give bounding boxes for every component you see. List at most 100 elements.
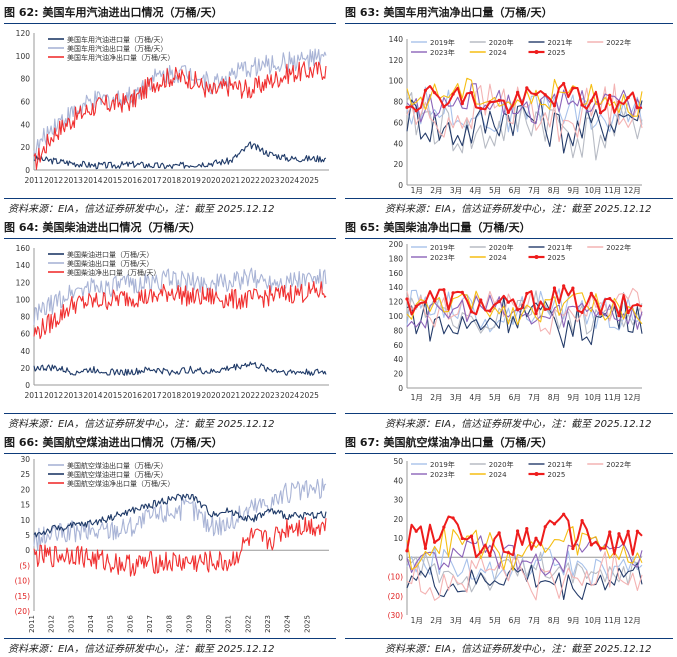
x-tick-label: 1月 <box>411 393 423 402</box>
title-rule <box>345 453 673 454</box>
y-tick-label: (10) <box>15 577 30 586</box>
chart-67: (30) (20) (10) 0 10 20 30 40 50 1月 2月 3月 4月 5月 6月 7月 8月 9… <box>388 457 643 625</box>
series-point <box>635 303 639 307</box>
series-point <box>442 525 446 529</box>
legend-marker <box>534 472 539 476</box>
legend-label: 2019年 <box>430 243 455 252</box>
x-tick-label: 7月 <box>528 616 540 625</box>
x-tick-label: 2011 <box>24 176 43 185</box>
y-tick-label: 0 <box>398 181 403 190</box>
series-point <box>571 286 575 290</box>
x-tick-label: 2017 <box>142 391 161 400</box>
x-tick-label: 2021 <box>221 176 240 185</box>
legend-label: 2025 <box>548 471 566 479</box>
y-tick-label: 140 <box>16 261 31 270</box>
x-tick-label: 4月 <box>469 616 481 625</box>
y-tick-label: (5) <box>19 561 30 570</box>
x-tick-label: 9月 <box>567 393 579 402</box>
series-point <box>479 298 483 302</box>
y-tick-label: 100 <box>16 52 31 61</box>
figure-number: 图 62: <box>4 6 39 19</box>
x-tick-label: 12月 <box>624 186 641 195</box>
title-rule <box>345 238 673 239</box>
figure-title: 美国柴油净出口量（万桶/天） <box>383 221 531 234</box>
y-tick-label: 20 <box>20 364 30 373</box>
chart-65: 0 20 40 60 80 100 120 140 160 180 200 1月 2月 3月 4月 5月 6月 7… <box>389 240 643 402</box>
legend-label: 2023年 <box>430 470 455 479</box>
series-point <box>460 290 464 295</box>
panel-63: 图 63: 美国车用汽油净出口量（万桶/天） 0 20 40 60 80 100 120 140… <box>345 4 673 215</box>
legend-marker <box>534 255 539 259</box>
series-point <box>469 91 474 95</box>
legend-label: 2021年 <box>548 460 573 469</box>
x-tick-label: 4月 <box>469 186 481 195</box>
legend-marker <box>534 50 539 54</box>
source-note: 资料来源：EIA，信达证券研发中心，注：截至 2025.12.12 <box>385 644 652 655</box>
legend-label: 2019年 <box>430 460 455 469</box>
legend-label: 2024 <box>489 471 507 479</box>
y-tick-label: 30 <box>20 455 30 464</box>
y-tick-label: (15) <box>15 592 30 601</box>
series-point <box>608 93 612 97</box>
series-point <box>626 529 630 533</box>
x-tick-label: 5月 <box>489 393 501 402</box>
x-tick-label: 2月 <box>430 616 442 625</box>
series-point <box>571 546 575 551</box>
legend-label: 2020年 <box>489 243 514 252</box>
series-point <box>589 291 593 295</box>
x-tick-label: 2018 <box>162 391 181 400</box>
figure-title: 美国航空煤油净出口量（万桶/天） <box>383 436 553 449</box>
legend-label: 美国柴油出口量（万桶/天） <box>67 259 153 268</box>
figure-number: 图 64: <box>4 221 39 234</box>
x-tick-label: 2023 <box>264 615 272 633</box>
x-tick-label: 2022 <box>241 391 260 400</box>
series-point <box>469 534 474 538</box>
series-point <box>598 546 603 550</box>
x-tick-label: 1月 <box>411 186 423 195</box>
y-tick-label: 200 <box>389 240 404 249</box>
x-tick-label: 2012 <box>44 391 63 400</box>
series-point <box>626 310 630 315</box>
series-point <box>534 536 538 540</box>
x-tick-label: 2016 <box>126 614 134 632</box>
y-tick-label: 180 <box>389 254 404 263</box>
series-point <box>562 81 566 86</box>
series-point <box>433 540 437 544</box>
legend-label: 美国航空煤油净出口量（万桶/天） <box>67 479 174 488</box>
x-tick-label: 2015 <box>103 176 122 185</box>
series-point <box>405 297 409 301</box>
series-point <box>635 106 639 110</box>
source-note: 资料来源：EIA，信达证券研发中心，注：截至 2025.12.12 <box>8 419 275 430</box>
legend-label: 2023年 <box>430 48 455 57</box>
x-tick-label: 3月 <box>450 393 462 402</box>
legend-label: 2020年 <box>489 460 514 469</box>
legend-label: 美国车用汽油净出口量（万桶/天） <box>67 53 174 62</box>
y-tick-label: 80 <box>393 326 403 335</box>
series-point <box>580 103 584 107</box>
y-tick-label: 80 <box>20 75 30 84</box>
x-tick-label: 2021 <box>221 391 240 400</box>
x-tick-label: 2018 <box>162 176 181 185</box>
y-tick-label: 20 <box>393 515 403 524</box>
series-line <box>406 284 643 317</box>
series-point <box>580 310 584 314</box>
x-tick-label: 11月 <box>604 186 621 195</box>
x-tick-label: 2015 <box>103 391 122 400</box>
series-point <box>433 299 437 303</box>
source-rule <box>4 638 336 639</box>
x-tick-label: 2025 <box>300 391 319 400</box>
series-point <box>635 529 639 533</box>
legend-label: 2023年 <box>430 253 455 262</box>
legend-label: 美国车用汽油进口量（万桶/天） <box>67 35 167 44</box>
x-tick-label: 10月 <box>585 616 602 625</box>
legend-label: 2022年 <box>606 243 631 252</box>
series-point <box>608 530 612 534</box>
series-point <box>552 104 557 108</box>
legend-label: 2022年 <box>606 38 631 47</box>
figure-title: 美国航空煤油进出口情况（万桶/天） <box>42 436 223 449</box>
x-tick-label: 12月 <box>624 393 641 402</box>
y-tick-label: 160 <box>16 244 31 253</box>
x-tick-label: 10月 <box>585 186 602 195</box>
y-tick-label: 100 <box>389 312 404 321</box>
x-tick-label: 2013 <box>64 176 83 185</box>
